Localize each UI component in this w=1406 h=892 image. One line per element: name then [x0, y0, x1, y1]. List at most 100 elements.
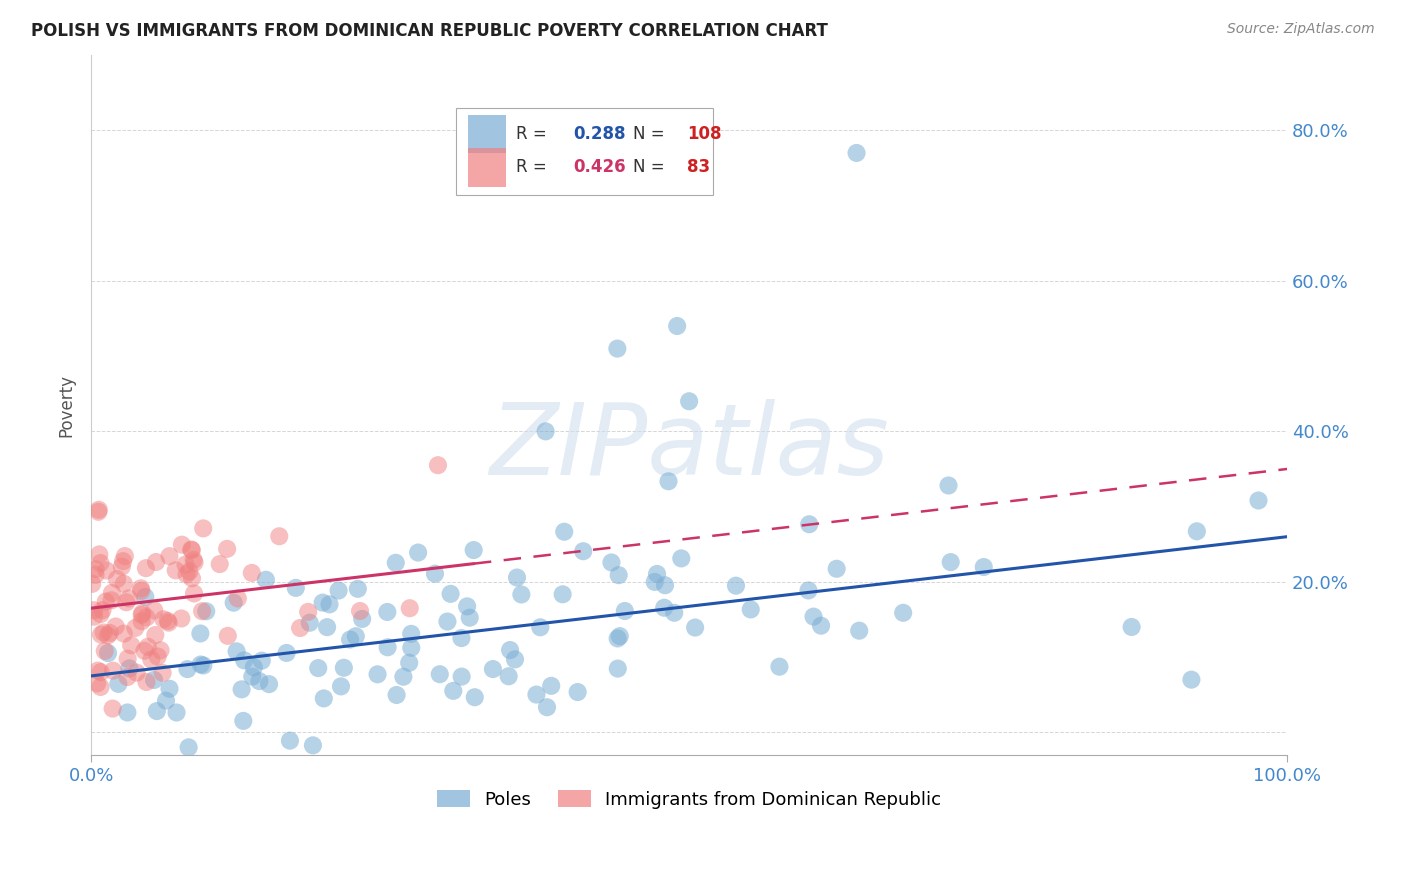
Point	[135, 610, 157, 624]
Point	[526, 688, 548, 702]
Point	[458, 610, 481, 624]
Point	[217, 541, 239, 556]
Point	[456, 599, 478, 614]
Point	[84, 562, 107, 576]
Point	[464, 690, 486, 705]
Text: N =: N =	[633, 125, 669, 143]
Point	[506, 570, 529, 584]
Point	[146, 704, 169, 718]
Point	[510, 587, 533, 601]
Point	[149, 643, 172, 657]
Point	[101, 701, 124, 715]
Point	[90, 607, 112, 621]
Point	[135, 561, 157, 575]
Point	[1185, 524, 1208, 539]
Point	[101, 664, 124, 678]
Point	[482, 662, 505, 676]
Point	[243, 660, 266, 674]
Point	[540, 679, 562, 693]
Point	[83, 603, 105, 617]
Point	[600, 556, 623, 570]
Point	[94, 594, 117, 608]
Point	[664, 606, 686, 620]
Point	[232, 714, 254, 728]
Point	[848, 624, 870, 638]
Point	[131, 607, 153, 622]
Point	[143, 673, 166, 687]
Point	[740, 602, 762, 616]
Point	[401, 640, 423, 655]
Point	[328, 583, 350, 598]
Point	[97, 628, 120, 642]
Point	[284, 581, 307, 595]
Point	[146, 649, 169, 664]
Point	[671, 551, 693, 566]
Point	[384, 556, 406, 570]
Point	[799, 517, 821, 532]
Point	[534, 425, 557, 439]
Point	[307, 661, 329, 675]
Point	[117, 670, 139, 684]
Point	[810, 618, 832, 632]
Point	[652, 600, 675, 615]
Point	[247, 674, 270, 689]
Point	[553, 524, 575, 539]
FancyBboxPatch shape	[468, 148, 506, 186]
Point	[176, 567, 198, 582]
Point	[191, 604, 214, 618]
Point	[193, 521, 215, 535]
Point	[176, 662, 198, 676]
Point	[117, 706, 139, 720]
Point	[606, 662, 628, 676]
Point	[97, 646, 120, 660]
Point	[645, 566, 668, 581]
Point	[339, 632, 361, 647]
Point	[406, 545, 429, 559]
Point	[89, 556, 111, 570]
Point	[240, 669, 263, 683]
Point	[118, 591, 141, 606]
Point	[195, 604, 218, 618]
Point	[131, 583, 153, 598]
Point	[250, 654, 273, 668]
Point	[111, 559, 134, 574]
Point	[349, 604, 371, 618]
Point	[84, 567, 107, 582]
Point	[298, 615, 321, 630]
Point	[131, 606, 153, 620]
Legend: Poles, Immigrants from Dominican Republic: Poles, Immigrants from Dominican Republi…	[430, 782, 948, 816]
Point	[101, 586, 124, 600]
Point	[439, 587, 461, 601]
Point	[644, 574, 666, 589]
Point	[311, 596, 333, 610]
Point	[87, 502, 110, 516]
Point	[157, 615, 180, 630]
Point	[825, 562, 848, 576]
Point	[112, 554, 135, 568]
Point	[312, 691, 335, 706]
Point	[170, 538, 193, 552]
Point	[83, 609, 105, 624]
Y-axis label: Poverty: Poverty	[58, 374, 75, 436]
Point	[177, 740, 200, 755]
Point	[423, 566, 446, 581]
Point	[135, 675, 157, 690]
Point	[96, 564, 118, 578]
Point	[120, 638, 142, 652]
FancyBboxPatch shape	[468, 114, 506, 153]
Point	[333, 661, 356, 675]
Point	[1247, 493, 1270, 508]
Point	[1121, 620, 1143, 634]
Point	[683, 621, 706, 635]
Point	[226, 591, 249, 606]
Point	[141, 652, 163, 666]
Point	[654, 578, 676, 592]
Point	[183, 586, 205, 600]
Point	[181, 571, 204, 585]
Text: 83: 83	[686, 159, 710, 177]
Point	[152, 665, 174, 680]
Point	[104, 619, 127, 633]
Point	[318, 598, 340, 612]
Point	[427, 458, 450, 473]
Point	[499, 643, 522, 657]
